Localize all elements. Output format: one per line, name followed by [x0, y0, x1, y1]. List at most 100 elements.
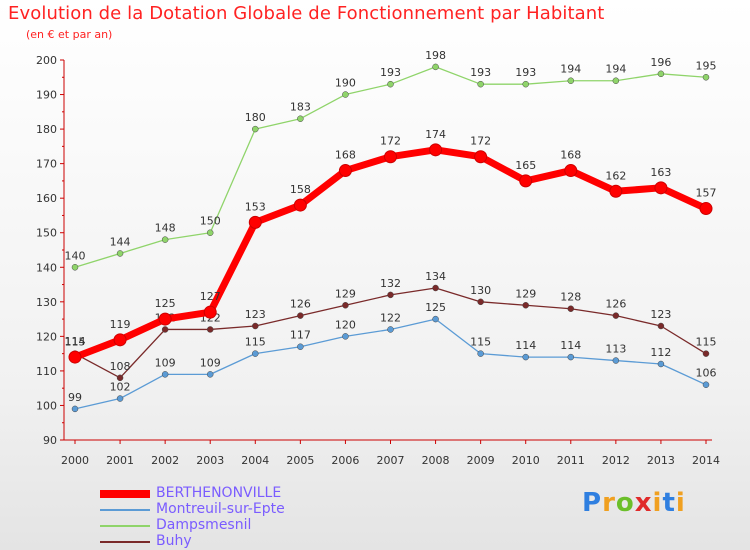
- data-point: [702, 350, 710, 357]
- data-label: 114: [560, 339, 581, 352]
- data-label: 109: [200, 356, 221, 369]
- data-label: 162: [605, 169, 626, 182]
- data-label: 194: [560, 63, 581, 76]
- series-line: [74, 66, 707, 268]
- y-tick-label: 140: [36, 261, 57, 274]
- data-label: 157: [696, 187, 717, 200]
- data-label: 115: [696, 336, 717, 349]
- chart-subtitle: (en € et par an): [26, 28, 113, 41]
- data-label: 168: [560, 149, 581, 162]
- data-point: [248, 215, 262, 229]
- data-point: [252, 322, 259, 330]
- data-point: [477, 80, 484, 88]
- data-point: [342, 302, 349, 309]
- data-label: 153: [245, 200, 266, 213]
- data-label: 174: [425, 128, 446, 141]
- data-point: [432, 284, 439, 292]
- data-point: [293, 198, 307, 212]
- data-label: 150: [200, 215, 221, 228]
- data-point: [252, 125, 259, 133]
- data-point: [657, 322, 665, 330]
- data-point: [702, 381, 710, 388]
- x-tick-label: 2007: [377, 454, 405, 467]
- x-tick-label: 2009: [467, 454, 495, 467]
- data-point: [338, 164, 352, 178]
- data-point: [158, 312, 172, 326]
- data-label: 114: [65, 335, 86, 348]
- data-label: 193: [515, 66, 536, 79]
- data-label: 120: [335, 318, 356, 331]
- data-label: 190: [335, 77, 356, 90]
- legend-swatch: [100, 509, 150, 511]
- data-point: [567, 77, 575, 84]
- data-label: 193: [380, 66, 401, 79]
- y-tick-label: 170: [36, 158, 57, 171]
- data-point: [612, 77, 620, 84]
- data-point: [252, 350, 259, 357]
- data-label: 128: [560, 291, 581, 304]
- data-label: 99: [68, 391, 82, 404]
- data-point: [206, 229, 214, 236]
- data-point: [206, 371, 214, 378]
- legend-label: Dampsmesnil: [156, 517, 252, 533]
- data-label: 183: [290, 101, 311, 114]
- data-label: 144: [110, 235, 131, 248]
- data-label: 127: [200, 290, 221, 303]
- data-point: [657, 360, 665, 368]
- data-point: [113, 333, 127, 347]
- x-tick-label: 2002: [151, 454, 179, 467]
- data-label: 130: [470, 284, 491, 297]
- data-point: [297, 312, 304, 319]
- data-label: 112: [650, 346, 671, 359]
- brand-logo: Proxiti: [582, 488, 686, 518]
- data-point: [612, 312, 620, 319]
- data-point: [657, 70, 665, 78]
- y-tick-label: 190: [36, 89, 57, 102]
- data-label: 158: [290, 183, 311, 196]
- data-point: [161, 371, 169, 378]
- data-label: 106: [696, 367, 717, 380]
- x-tick-label: 2012: [602, 454, 630, 467]
- data-label: 196: [650, 56, 671, 69]
- data-point: [161, 326, 169, 333]
- data-label: 172: [380, 135, 401, 148]
- data-label: 113: [605, 343, 626, 356]
- data-point: [654, 181, 668, 195]
- legend-label: Buhy: [156, 533, 192, 549]
- chart-title: Evolution de la Dotation Globale de Fonc…: [8, 3, 605, 24]
- data-label: 102: [110, 381, 131, 394]
- data-label: 195: [696, 59, 717, 72]
- data-point: [71, 405, 79, 413]
- data-label: 132: [380, 277, 401, 290]
- data-label: 115: [245, 336, 266, 349]
- data-point: [432, 315, 439, 323]
- data-label: 114: [515, 339, 536, 352]
- data-point: [432, 63, 439, 71]
- legend-swatch: [100, 525, 150, 527]
- data-label: 126: [290, 298, 311, 311]
- data-point: [342, 333, 349, 340]
- data-point: [702, 74, 710, 81]
- data-label: 163: [650, 166, 671, 179]
- data-point: [68, 350, 82, 364]
- data-label: 194: [605, 63, 626, 76]
- data-label: 140: [65, 249, 86, 262]
- data-point: [519, 174, 533, 188]
- y-tick-label: 110: [36, 365, 57, 378]
- x-tick-label: 2013: [647, 454, 675, 467]
- data-point: [567, 353, 575, 361]
- x-tick-label: 2001: [106, 454, 134, 467]
- data-point: [384, 150, 397, 164]
- data-point: [116, 374, 124, 382]
- x-tick-label: 2003: [196, 454, 224, 467]
- data-label: 123: [650, 308, 671, 321]
- data-label: 125: [155, 297, 176, 310]
- data-label: 198: [425, 49, 446, 62]
- data-point: [116, 250, 124, 257]
- data-label: 165: [515, 159, 536, 172]
- y-tick-label: 100: [36, 399, 57, 412]
- y-tick-label: 200: [36, 54, 57, 67]
- data-point: [297, 343, 304, 350]
- data-label: 108: [110, 360, 131, 373]
- y-tick-label: 180: [36, 123, 57, 136]
